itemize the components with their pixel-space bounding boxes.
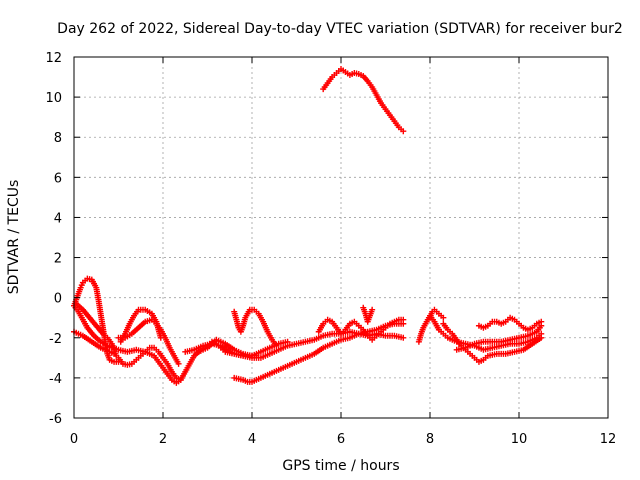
series-arc-10 — [231, 320, 407, 385]
y-tick-label: 0 — [54, 292, 62, 307]
y-tick-label: 10 — [45, 91, 62, 106]
series-arc-16 — [427, 306, 447, 321]
series-arc-7 — [115, 316, 182, 367]
data-point — [538, 322, 545, 329]
data-point — [175, 360, 182, 367]
data-point — [400, 128, 407, 135]
data-series — [71, 66, 545, 386]
data-point — [369, 306, 376, 313]
data-point — [177, 376, 184, 383]
series-arc-14 — [360, 304, 376, 325]
y-tick-label: 12 — [45, 51, 62, 66]
x-tick-label: 6 — [337, 432, 345, 447]
y-axis-label: SDTVAR / TECUs — [6, 180, 22, 295]
data-point — [273, 342, 280, 349]
y-tick-label: 2 — [54, 252, 62, 267]
grid — [74, 57, 608, 418]
data-point — [400, 316, 407, 323]
x-axis-label: GPS time / hours — [282, 458, 399, 474]
series-arc-4 — [73, 300, 120, 359]
x-tick-label: 10 — [511, 432, 528, 447]
y-tick-label: -4 — [49, 372, 62, 387]
x-tick-label: 2 — [159, 432, 167, 447]
series-arc-5 — [115, 344, 184, 383]
series-arc-13 — [315, 316, 407, 343]
data-point — [538, 334, 545, 341]
y-tick-label: 4 — [54, 211, 62, 226]
x-tick-label: 12 — [600, 432, 617, 447]
tick-labels: 0 2 4 6 8 10 12 -6 -4 -2 0 2 4 6 8 10 12 — [45, 51, 616, 447]
data-point — [440, 314, 447, 321]
series-arc-18 — [475, 314, 545, 333]
series-arc-12 — [320, 66, 407, 135]
x-tick-label: 8 — [426, 432, 434, 447]
y-tick-label: -2 — [49, 332, 62, 347]
axis-ticks — [73, 56, 609, 419]
x-tick-label: 0 — [70, 432, 78, 447]
series-arc-11 — [231, 306, 280, 349]
data-point — [284, 338, 291, 345]
x-tick-label: 4 — [248, 432, 256, 447]
series-arc-19 — [453, 322, 545, 353]
y-tick-label: -6 — [49, 412, 62, 427]
y-tick-label: 8 — [54, 131, 62, 146]
y-tick-label: 6 — [54, 171, 62, 186]
data-point — [400, 334, 407, 341]
chart-title: Day 262 of 2022, Sidereal Day-to-day VTE… — [57, 21, 623, 37]
